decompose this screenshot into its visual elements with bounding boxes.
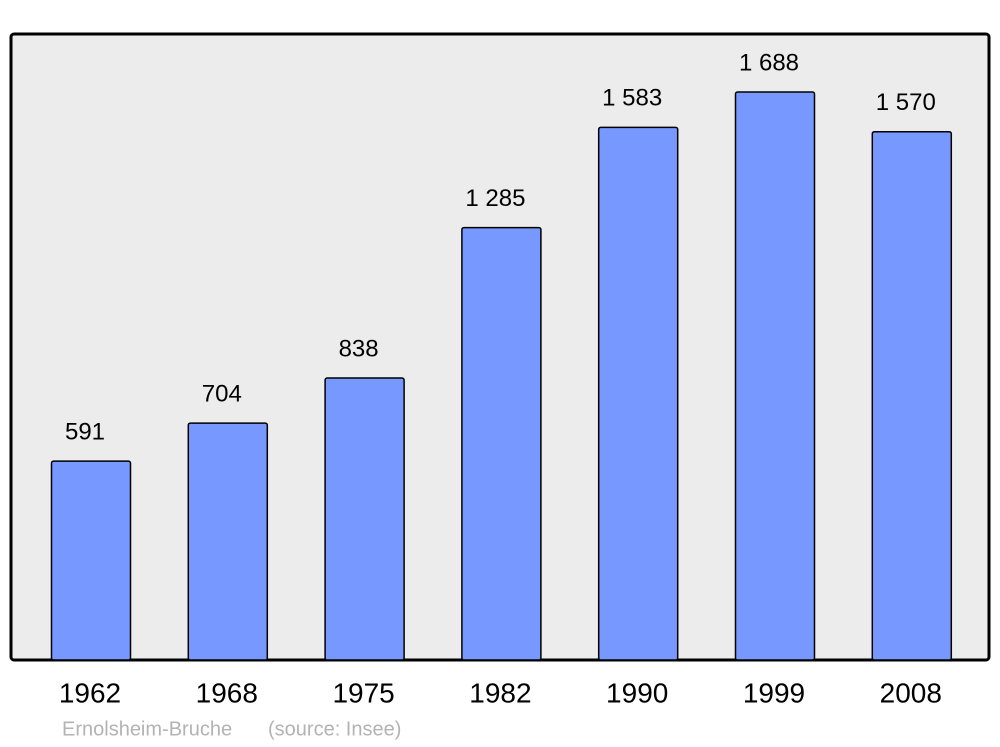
x-tick-label: 2008 — [880, 677, 942, 708]
value-label: 704 — [202, 380, 242, 407]
value-label: 1 688 — [739, 49, 799, 76]
bar — [324, 377, 405, 661]
value-label: 1 583 — [602, 85, 662, 112]
x-tick-label: 1962 — [59, 677, 121, 708]
bar — [597, 126, 679, 661]
bar — [871, 130, 953, 661]
x-tick-label: 1982 — [469, 677, 531, 708]
footer-place: Ernolsheim-Bruche — [62, 718, 232, 740]
footer-source: (source: Insee) — [268, 718, 401, 740]
value-label: 1 285 — [465, 185, 525, 212]
x-tick-label: 1990 — [606, 677, 668, 708]
bar — [461, 226, 542, 661]
x-tick-label: 1968 — [196, 677, 258, 708]
value-label: 838 — [339, 335, 379, 362]
bar — [50, 460, 132, 661]
value-label: 1 570 — [876, 89, 936, 116]
value-label: 591 — [65, 418, 105, 445]
bar — [187, 422, 269, 661]
bar — [734, 91, 816, 661]
x-tick-label: 1999 — [743, 677, 805, 708]
x-tick-label: 1975 — [332, 677, 394, 708]
